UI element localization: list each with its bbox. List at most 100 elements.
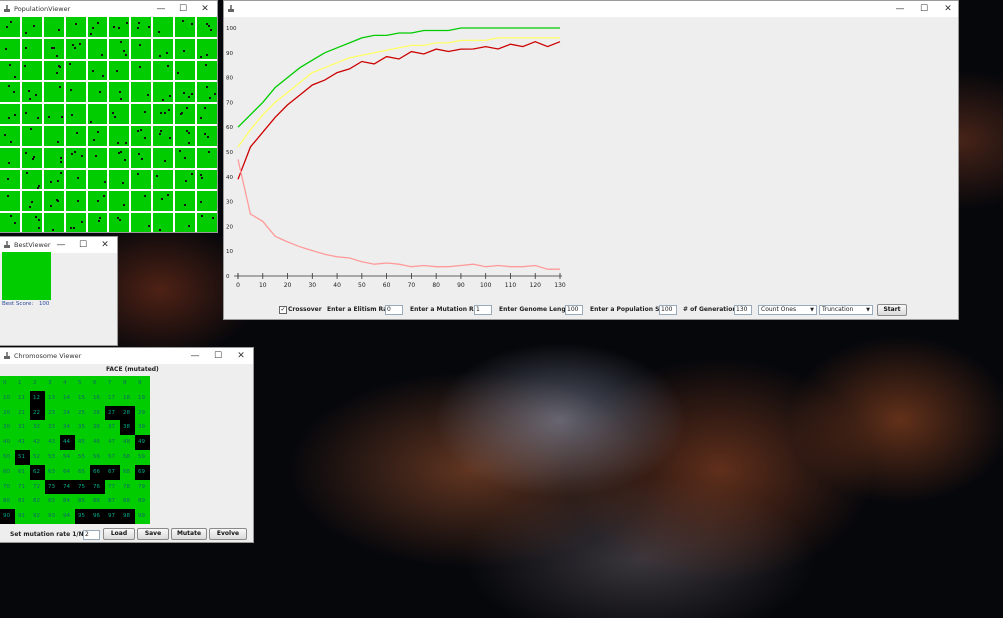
chromosome-cell[interactable]: 66 [90,464,105,480]
chromosome-cell[interactable]: 30 [3,424,10,431]
chromosome-cell[interactable]: 76 [90,479,105,495]
chromosome-cell[interactable]: 53 [48,454,55,460]
chromosome-cell[interactable]: 81 [18,498,25,505]
chromosome-cell[interactable]: 63 [48,468,55,475]
chromosome-cell[interactable]: 77 [108,483,115,490]
chromosome-cell[interactable]: 6 [93,380,97,386]
close-icon[interactable]: ✕ [201,4,209,14]
chromosome-cell[interactable]: 73 [45,479,60,495]
chromosome-cell[interactable]: 22 [30,405,45,421]
chromosome-cell[interactable]: 8 [123,380,127,386]
chromosome-cell[interactable]: 86 [93,498,100,505]
chromosome-cell[interactable]: 15 [78,394,85,401]
chromosome-cell[interactable]: 74 [60,479,75,495]
chromosome-cell[interactable]: 33 [48,424,55,431]
minimize-icon[interactable]: — [56,240,66,250]
maximize-icon[interactable]: ☐ [919,4,929,14]
chromosome-cell[interactable]: 28 [120,405,135,421]
mutate-button[interactable]: Mutate [171,528,207,540]
chromosome-grid[interactable]: 0 1 2 3 4 5 6 7 8 9 10 11 12 13 14 15 16 17 18 19 20 21 22 23 24… [0,376,150,524]
close-icon[interactable]: ✕ [944,4,952,14]
chromosome-cell[interactable]: 0 [3,380,7,386]
maximize-icon[interactable]: ☐ [78,240,88,250]
chromosome-cell[interactable]: 79 [138,483,145,490]
chromosome-cell[interactable]: 84 [63,498,70,505]
chromosome-cell[interactable]: 1 [18,380,22,386]
chromosome-cell[interactable]: 56 [93,454,100,460]
chromosome-cell[interactable]: 51 [15,450,30,465]
chromosome-cell[interactable]: 64 [63,468,70,475]
chromosome-cell[interactable]: 62 [30,464,45,480]
chromosome-cell[interactable]: 16 [93,394,100,401]
fitness-function-select[interactable]: Count Ones ▼ [758,305,817,315]
chromosome-cell[interactable]: 21 [18,409,25,416]
chromosome-cell[interactable]: 37 [108,424,115,431]
chromosome-cell[interactable]: 71 [18,483,25,490]
chromosome-cell[interactable]: 9 [138,380,142,386]
chromosome-cell[interactable]: 13 [48,394,55,401]
selection-method-select[interactable]: Truncation ▼ [819,305,873,315]
chromosome-cell[interactable]: 35 [78,424,85,431]
chromosome-cell[interactable]: 70 [3,483,10,490]
chromosome-cell[interactable]: 46 [93,439,100,446]
chromosome-cell[interactable]: 25 [78,409,85,416]
title-bar[interactable]: Chromosome Viewer — ☐ ✕ [0,348,253,364]
chromosome-cell[interactable]: 67 [105,464,120,480]
maximize-icon[interactable]: ☐ [178,4,188,14]
title-bar[interactable]: — ☐ ✕ [224,1,958,17]
chromosome-cell[interactable]: 42 [33,439,40,446]
chromosome-cell[interactable]: 23 [48,409,55,416]
chromosome-cell[interactable]: 97 [105,509,120,524]
chromosome-cell[interactable]: 29 [138,409,145,416]
chromosome-cell[interactable]: 85 [78,498,85,505]
chromosome-cell[interactable]: 98 [120,509,135,524]
chromosome-cell[interactable]: 93 [48,513,55,520]
chromosome-cell[interactable]: 87 [108,498,115,505]
mutation-rate-input[interactable]: 2 [83,530,100,540]
minimize-icon[interactable]: — [190,351,200,361]
chromosome-cell[interactable]: 94 [63,513,70,520]
chromosome-cell[interactable]: 88 [123,498,130,505]
chromosome-cell[interactable]: 61 [18,468,25,475]
genome-length-input[interactable]: 100 [565,305,583,315]
chromosome-cell[interactable]: 26 [93,409,100,416]
chromosome-cell[interactable]: 65 [78,468,85,475]
close-icon[interactable]: ✕ [101,240,109,250]
chromosome-cell[interactable]: 12 [30,390,45,406]
chromosome-cell[interactable]: 48 [123,439,130,446]
chromosome-cell[interactable]: 41 [18,439,25,446]
maximize-icon[interactable]: ☐ [213,351,223,361]
chromosome-cell[interactable]: 14 [63,394,70,401]
chromosome-cell[interactable]: 31 [18,424,25,431]
minimize-icon[interactable]: — [156,4,166,14]
chromosome-cell[interactable]: 4 [63,380,67,386]
chromosome-cell[interactable]: 54 [63,454,70,460]
chromosome-cell[interactable]: 7 [108,380,112,386]
chromosome-cell[interactable]: 24 [63,409,70,416]
chromosome-cell[interactable]: 10 [3,394,10,401]
chromosome-cell[interactable]: 92 [33,513,40,520]
chromosome-cell[interactable]: 2 [33,380,37,386]
chromosome-cell[interactable]: 43 [48,439,55,446]
chromosome-cell[interactable]: 59 [138,454,145,460]
chromosome-cell[interactable]: 40 [3,439,10,446]
chromosome-cell[interactable]: 83 [48,498,55,505]
chromosome-cell[interactable]: 72 [33,483,40,490]
chromosome-cell[interactable]: 69 [135,464,150,480]
chromosome-cell[interactable]: 27 [105,405,120,421]
chromosome-cell[interactable]: 32 [33,424,40,431]
chromosome-cell[interactable]: 18 [123,394,130,401]
chromosome-cell[interactable]: 57 [108,454,115,460]
chromosome-cell[interactable]: 5 [78,380,82,386]
chromosome-cell[interactable]: 75 [75,479,90,495]
chromosome-cell[interactable]: 50 [3,454,10,460]
chromosome-cell[interactable]: 95 [75,509,90,524]
chromosome-cell[interactable]: 52 [33,454,40,460]
chromosome-cell[interactable]: 44 [60,435,75,450]
chromosome-cell[interactable]: 96 [90,509,105,524]
chromosome-cell[interactable]: 80 [3,498,10,505]
chromosome-cell[interactable]: 78 [123,483,130,490]
title-bar[interactable]: PopulationViewer — ☐ ✕ [0,1,217,17]
generations-input[interactable]: 130 [734,305,752,315]
load-button[interactable]: Load [103,528,135,540]
